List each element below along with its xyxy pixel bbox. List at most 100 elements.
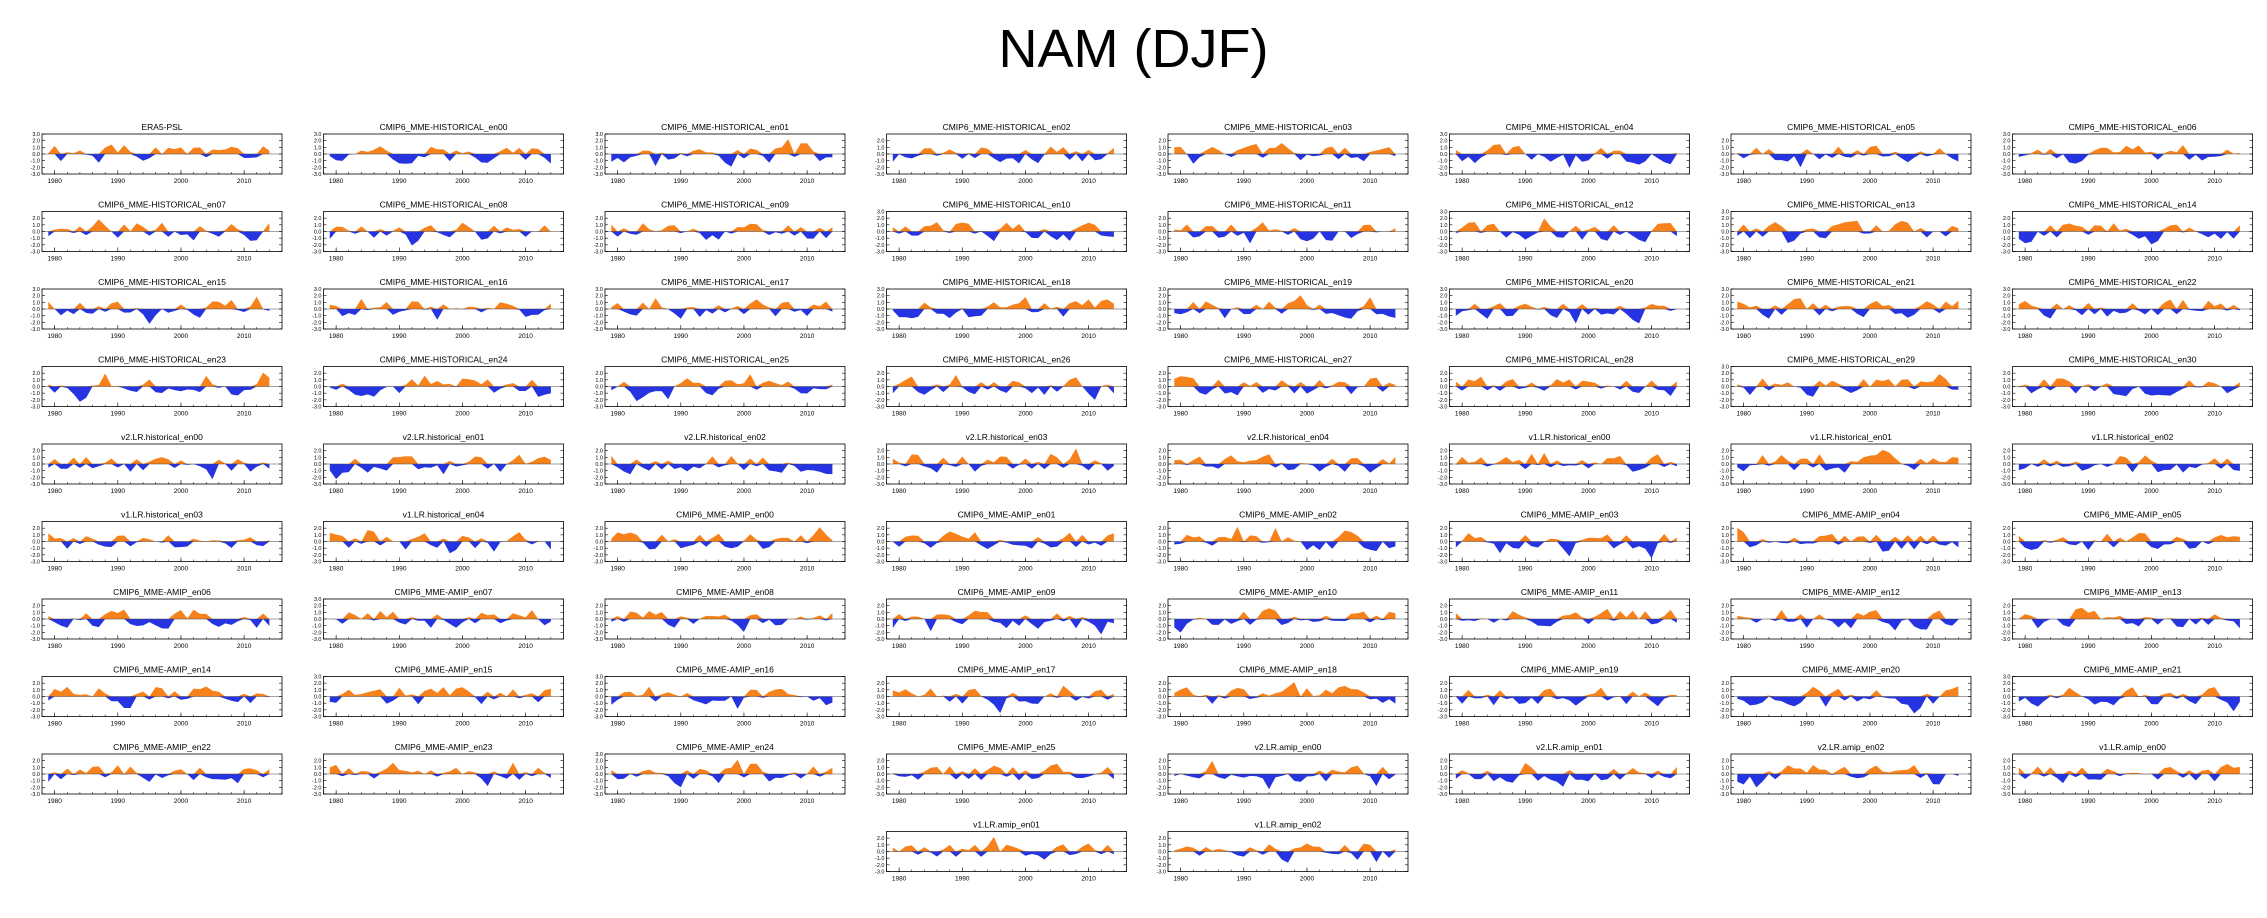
y-tick-label: 1.0	[314, 378, 322, 384]
y-tick-label: -1.0	[1157, 236, 1166, 242]
y-tick-label: 3.0	[1721, 210, 1729, 216]
y-tick-label: 0.0	[1440, 307, 1448, 313]
x-tick-label: 2010	[1644, 643, 1659, 650]
x-tick-label: 1980	[47, 721, 62, 728]
x-tick-label: 1990	[111, 178, 126, 185]
x-tick-label: 1990	[1518, 798, 1533, 805]
y-tick-label: 0.0	[1440, 152, 1448, 158]
y-tick-label: 2.0	[32, 759, 40, 765]
panel: CMIP6_MME-AMIP_en08 2.01.00.0-1.0-2.0-3.0…	[594, 587, 846, 650]
y-tick-label: 3.0	[314, 675, 322, 681]
x-tick-label: 1990	[955, 798, 970, 805]
y-tick-label: -3.0	[31, 327, 40, 333]
y-tick-label: 0.0	[1721, 307, 1729, 313]
y-tick-label: -1.0	[594, 701, 603, 707]
panel-title: v1.LR.historical_en04	[403, 510, 485, 520]
x-tick-label: 2000	[737, 256, 752, 263]
positive-area	[892, 297, 1114, 309]
x-tick-label: 1990	[392, 721, 407, 728]
x-tick-label: 2000	[1300, 643, 1315, 650]
panel: CMIP6_MME-AMIP_en20 2.01.00.0-1.0-2.0-3.0…	[1720, 665, 1972, 728]
x-tick-label: 2000	[1581, 721, 1596, 728]
x-tick-label: 1990	[2081, 721, 2096, 728]
panel: CMIP6_MME-AMIP_en06 2.01.00.0-1.0-2.0-3.0…	[31, 587, 283, 650]
x-tick-label: 2000	[2144, 488, 2159, 495]
y-tick-label: -1.0	[2001, 779, 2010, 785]
y-tick-label: -3.0	[1157, 715, 1166, 721]
y-tick-label: -3.0	[2001, 482, 2010, 488]
x-tick-label: 1980	[1455, 798, 1470, 805]
x-tick-label: 1990	[1800, 643, 1815, 650]
x-tick-label: 2010	[1926, 178, 1941, 185]
y-tick-label: -3.0	[875, 327, 884, 333]
x-tick-label: 1990	[1800, 333, 1815, 340]
x-tick-label: 1980	[329, 643, 344, 650]
y-tick-label: -2.0	[312, 785, 321, 791]
x-tick-label: 2010	[1644, 566, 1659, 573]
y-tick-label: 2.0	[1440, 294, 1448, 300]
y-tick-label: -1.0	[875, 779, 884, 785]
panel: v1.LR.amip_en02 2.01.00.0-1.0-2.0-3.0 1980…	[1157, 820, 1409, 883]
y-tick-label: -2.0	[2001, 785, 2010, 791]
y-tick-label: -3.0	[1720, 792, 1729, 798]
y-tick-label: -3.0	[875, 482, 884, 488]
y-tick-label: 2.0	[2003, 216, 2011, 222]
y-tick-label: -3.0	[312, 405, 321, 411]
x-tick-label: 2010	[518, 411, 533, 418]
y-tick-label: 2.0	[32, 604, 40, 610]
panel: CMIP6_MME-HISTORICAL_en10 3.02.01.00.0-1.…	[875, 200, 1127, 263]
negative-area	[48, 541, 270, 549]
y-tick-label: 2.0	[1440, 526, 1448, 532]
y-tick-label: 1.0	[1440, 610, 1448, 616]
y-tick-label: -2.0	[1720, 785, 1729, 791]
positive-area	[1455, 687, 1677, 697]
y-tick-label: 2.0	[314, 759, 322, 765]
y-tick-label: 1.0	[2003, 300, 2011, 306]
y-tick-label: 1.0	[595, 223, 603, 229]
figure-title: NAM (DJF)	[998, 19, 1269, 79]
y-tick-label: 1.0	[595, 145, 603, 151]
x-tick-label: 1980	[610, 798, 625, 805]
y-tick-label: -2.0	[312, 165, 321, 171]
panel-title: CMIP6_MME-AMIP_en24	[676, 742, 774, 752]
y-tick-label: -3.0	[1157, 482, 1166, 488]
y-tick-label: 1.0	[877, 610, 885, 616]
positive-area	[329, 610, 551, 619]
x-tick-label: 2010	[800, 256, 815, 263]
panel-title: CMIP6_MME-HISTORICAL_en24	[380, 355, 508, 365]
y-tick-label: -1.0	[312, 701, 321, 707]
y-tick-label: 1.0	[314, 765, 322, 771]
y-tick-label: -2.0	[594, 785, 603, 791]
y-tick-label: -1.0	[2001, 546, 2010, 552]
x-tick-label: 1990	[111, 488, 126, 495]
y-tick-label: 2.0	[1158, 526, 1166, 532]
y-tick-label: 2.0	[1158, 139, 1166, 145]
y-tick-label: 2.0	[1440, 604, 1448, 610]
x-tick-label: 2010	[518, 256, 533, 263]
y-tick-label: 2.0	[1721, 759, 1729, 765]
negative-area	[1737, 231, 1959, 243]
y-tick-label: -1.0	[312, 469, 321, 475]
panel-title: CMIP6_MME-HISTORICAL_en20	[1506, 277, 1634, 287]
x-tick-label: 1990	[111, 256, 126, 263]
x-tick-label: 2000	[455, 411, 470, 418]
x-tick-label: 1980	[1455, 256, 1470, 263]
x-tick-label: 1980	[329, 721, 344, 728]
y-tick-label: -3.0	[1157, 792, 1166, 798]
x-tick-label: 2000	[1018, 876, 1033, 883]
y-tick-label: -2.0	[312, 553, 321, 559]
positive-area	[2018, 764, 2240, 774]
x-tick-label: 2000	[1300, 876, 1315, 883]
y-tick-label: 1.0	[32, 223, 40, 229]
y-tick-label: 2.0	[1440, 371, 1448, 377]
y-tick-label: -1.0	[1157, 779, 1166, 785]
x-tick-label: 1980	[2018, 333, 2033, 340]
y-tick-label: -3.0	[2001, 250, 2010, 256]
negative-area	[2018, 774, 2240, 784]
panel-title: CMIP6_MME-HISTORICAL_en04	[1506, 122, 1634, 132]
x-tick-label: 1990	[674, 488, 689, 495]
x-tick-label: 2000	[455, 643, 470, 650]
panel-title: CMIP6_MME-AMIP_en07	[395, 587, 493, 597]
negative-area	[1174, 851, 1396, 863]
x-tick-label: 2010	[1363, 256, 1378, 263]
